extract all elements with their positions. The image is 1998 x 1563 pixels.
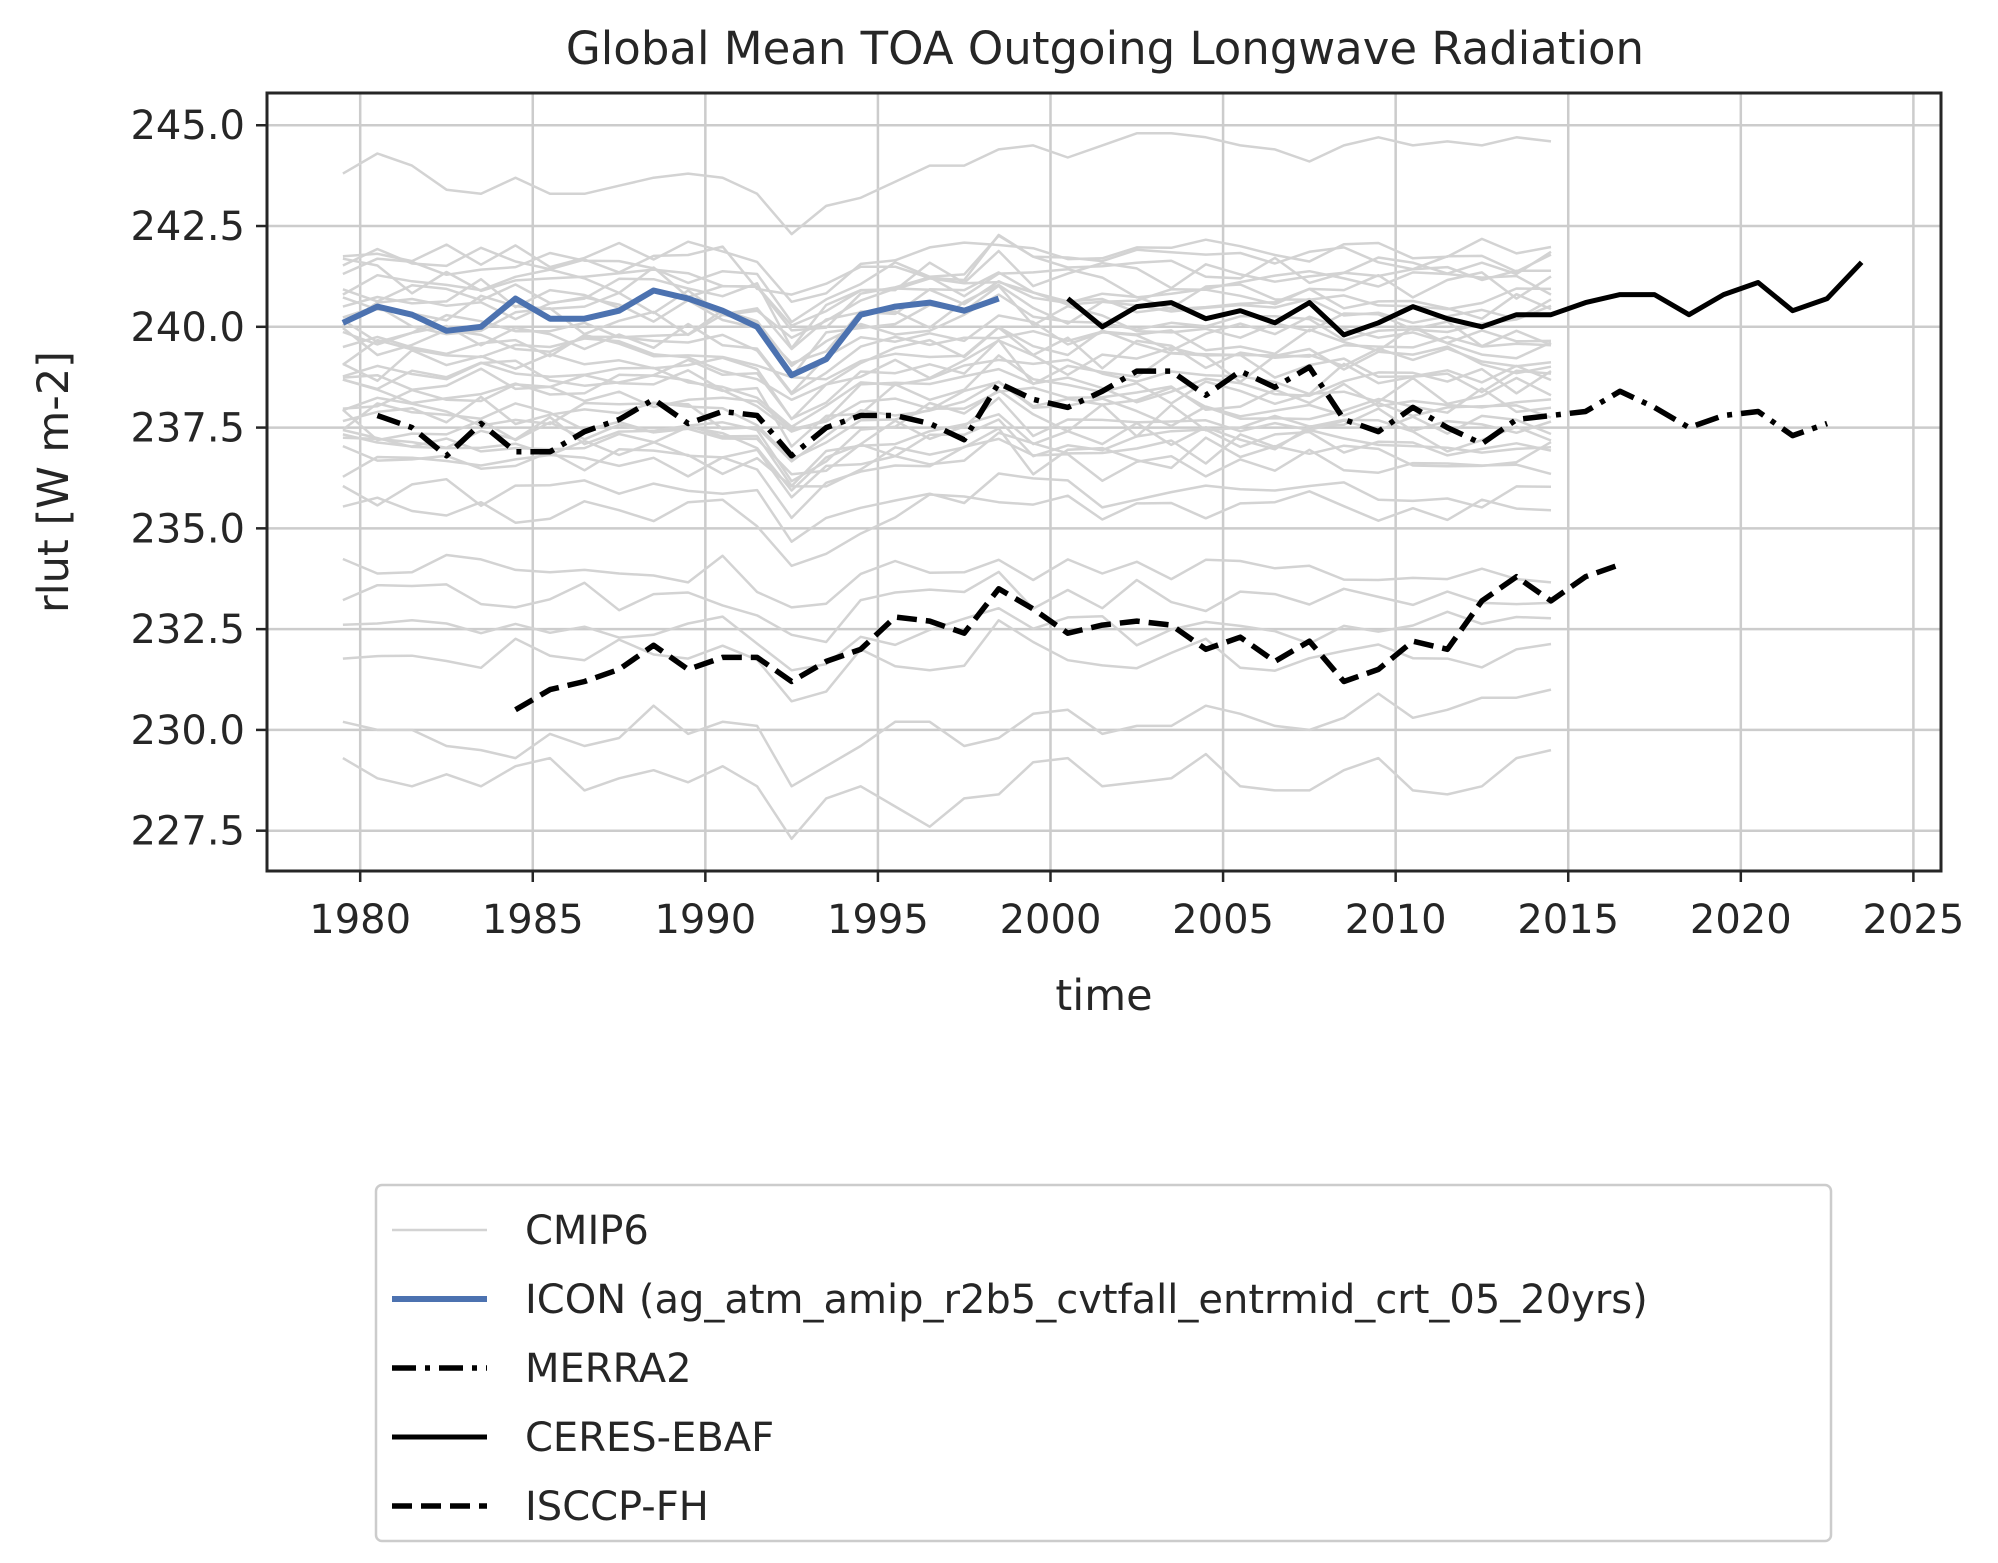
x-tick-label: 2005 [1172, 897, 1274, 943]
x-tick-label: 2010 [1345, 897, 1447, 943]
x-axis-ticks: 1980 1985 1990 1995 2000 2005 2010 2015 2020 2025 [309, 871, 1964, 943]
cmip6-member-line [342, 233, 1552, 296]
cmip6-member-line [342, 380, 1552, 461]
y-tick-label: 240.0 [130, 305, 245, 351]
x-tick-label: 2000 [1000, 897, 1102, 943]
legend-items: CMIP6 ICON (ag_atm_amip_r2b5_cvtfall_entr… [392, 1208, 1648, 1530]
cmip6-member-line [342, 354, 1552, 448]
cmip6-member-line [342, 619, 1552, 703]
cmip6-member-line [342, 266, 1552, 332]
y-tick-label: 232.5 [130, 607, 245, 653]
legend-label: CERES-EBAF [525, 1415, 774, 1461]
legend-label: MERRA2 [525, 1346, 692, 1392]
x-tick-label: 2020 [1690, 897, 1792, 943]
cmip6-member-line [342, 748, 1552, 841]
chart-title: Global Mean TOA Outgoing Longwave Radiat… [566, 22, 1644, 75]
y-tick-label: 227.5 [130, 809, 245, 855]
y-tick-label: 245.0 [130, 103, 245, 149]
x-tick-label: 1995 [827, 897, 929, 943]
x-axis-label: time [1055, 971, 1152, 1021]
cmip6-member-line [342, 271, 1552, 351]
cmip6-member-line [342, 437, 1552, 520]
cmip6-member-line [342, 293, 1552, 368]
cmip6-member-line [342, 553, 1552, 609]
cmip6-member-line [342, 472, 1552, 543]
x-tick-label: 1980 [309, 897, 411, 943]
cmip6-ensemble [342, 132, 1552, 841]
series-line-ceres-ebaf [1066, 260, 1864, 338]
cmip6-member-line [342, 570, 1552, 644]
x-tick-label: 2015 [1517, 897, 1619, 943]
y-axis-ticks: 227.5 230.0 232.5 235.0 237.5 240.0 242.5 245.0 [130, 103, 267, 855]
cmip6-member-line [342, 606, 1552, 672]
y-tick-label: 237.5 [130, 406, 245, 452]
x-tick-label: 2025 [1862, 897, 1964, 943]
cmip6-member-line [342, 280, 1552, 339]
cmip6-member-line [342, 367, 1552, 433]
cmip6-member-line [342, 339, 1552, 421]
cmip6-member-line [342, 132, 1552, 236]
x-tick-label: 1990 [654, 897, 756, 943]
cmip6-member-line [342, 283, 1552, 365]
y-tick-label: 242.5 [130, 204, 245, 250]
cmip6-member-line [342, 490, 1552, 568]
series-lines [341, 260, 1864, 713]
cmip6-member-line [342, 325, 1552, 396]
y-tick-label: 235.0 [130, 506, 245, 552]
legend-frame [374, 1183, 1833, 1543]
y-axis-label: rlut [W m-2] [29, 351, 79, 613]
cmip6-member-line [342, 688, 1552, 788]
x-tick-label: 1985 [482, 897, 584, 943]
cmip6-member-line [342, 249, 1551, 327]
grid-lines [267, 93, 1941, 871]
cmip6-member-line [342, 234, 1552, 324]
series-line-merra2 [376, 364, 1829, 459]
series-line-icon [341, 287, 1000, 379]
y-tick-label: 230.0 [130, 708, 245, 754]
legend: CMIP6 ICON (ag_atm_amip_r2b5_cvtfall_entr… [374, 1183, 1833, 1543]
cmip6-member-line [342, 325, 1552, 381]
plot-area-frame [265, 91, 1943, 873]
legend-label: ISCCP-FH [525, 1484, 709, 1530]
legend-label: ICON (ag_atm_amip_r2b5_cvtfall_entrmid_c… [525, 1277, 1648, 1323]
cmip6-member-line [342, 380, 1552, 463]
series-line-isccp-fh [514, 562, 1621, 713]
cmip6-member-line [342, 237, 1552, 304]
cmip6-member-line [342, 271, 1552, 350]
cmip6-member-line [342, 326, 1552, 402]
legend-label: CMIP6 [525, 1208, 649, 1254]
